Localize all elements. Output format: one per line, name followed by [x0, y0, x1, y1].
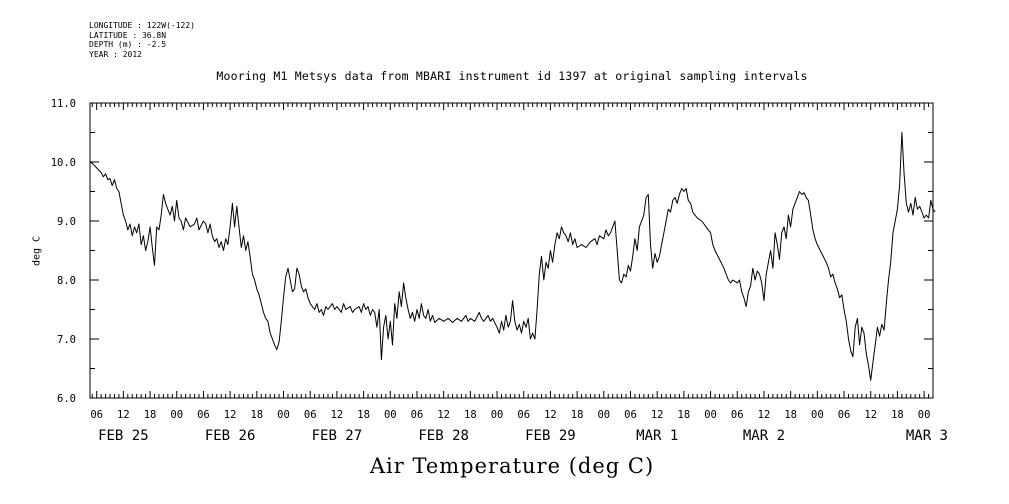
x-hour-tick-label: 06	[838, 409, 851, 421]
x-hour-tick-label: 12	[437, 409, 450, 421]
x-hour-tick-label: 18	[678, 409, 691, 421]
x-hour-tick-label: 12	[864, 409, 877, 421]
x-hour-tick-label: 00	[597, 409, 610, 421]
x-hour-tick-label: 12	[331, 409, 344, 421]
x-hour-tick-label: 18	[784, 409, 797, 421]
x-hour-tick-label: 00	[277, 409, 290, 421]
x-hour-tick-label: 06	[304, 409, 317, 421]
axes-group: 06 12 18 00 06 12 18 00 06 12 18 00 06 12 18 00 06 12 18 00…	[51, 98, 948, 444]
x-hour-tick-label: 06	[197, 409, 210, 421]
series-group	[89, 132, 936, 381]
x-hour-tick-label: 06	[731, 409, 744, 421]
x-day-label: MAR 1	[636, 428, 678, 444]
plot-frame	[89, 102, 934, 399]
x-day-label: MAR 2	[743, 428, 785, 444]
y-tick-label: 8.0	[57, 275, 76, 287]
year-label: YEAR : 2012	[89, 49, 142, 59]
y-tick-label: 7.0	[57, 334, 76, 346]
y-tick-label: 11.0	[51, 98, 76, 110]
x-hour-tick-label: 00	[811, 409, 824, 421]
x-hour-tick-label: 00	[918, 409, 931, 421]
station-metadata: LONGITUDE : 122W(-122) LATITUDE : 36.8N …	[89, 21, 195, 59]
x-hour-tick-label: 12	[544, 409, 557, 421]
x-hour-tick-label: 00	[491, 409, 504, 421]
latitude-label: LATITUDE : 36.8N	[89, 30, 167, 40]
x-hour-tick-label: 18	[144, 409, 157, 421]
x-hour-tick-label: 06	[624, 409, 637, 421]
x-hour-tick-label: 18	[357, 409, 370, 421]
x-hour-tick-label: 06	[517, 409, 530, 421]
x-hour-tick-label: 12	[224, 409, 237, 421]
y-tick-label: 6.0	[57, 393, 76, 405]
x-hour-tick-label: 18	[250, 409, 263, 421]
x-hour-tick-label: 06	[90, 409, 103, 421]
x-axis-label: Air Temperature (deg C)	[369, 454, 655, 478]
x-hour-tick-label: 12	[117, 409, 130, 421]
x-hour-tick-label: 00	[704, 409, 717, 421]
chart-title: Mooring M1 Metsys data from MBARI instru…	[216, 69, 808, 83]
air-temperature-line	[89, 132, 936, 381]
y-tick-label: 10.0	[51, 157, 76, 169]
x-day-label: FEB 25	[98, 428, 149, 444]
x-hour-tick-label: 00	[384, 409, 397, 421]
x-hour-tick-label: 12	[651, 409, 664, 421]
x-day-label: FEB 27	[312, 428, 363, 444]
x-day-label: FEB 29	[525, 428, 576, 444]
x-day-label: FEB 26	[205, 428, 256, 444]
x-hour-tick-label: 18	[464, 409, 477, 421]
longitude-label: LONGITUDE : 122W(-122)	[89, 21, 195, 30]
depth-label: DEPTH (m) : -2.5	[89, 40, 167, 49]
x-hour-tick-label: 06	[411, 409, 424, 421]
x-hour-tick-label: 12	[758, 409, 771, 421]
x-hour-tick-label: 18	[571, 409, 584, 421]
x-day-label: FEB 28	[418, 428, 469, 444]
x-hour-tick-label: 00	[170, 409, 183, 421]
y-tick-label: 9.0	[57, 216, 76, 228]
x-hour-tick-label: 18	[891, 409, 904, 421]
x-day-label: MAR 3	[906, 428, 948, 444]
